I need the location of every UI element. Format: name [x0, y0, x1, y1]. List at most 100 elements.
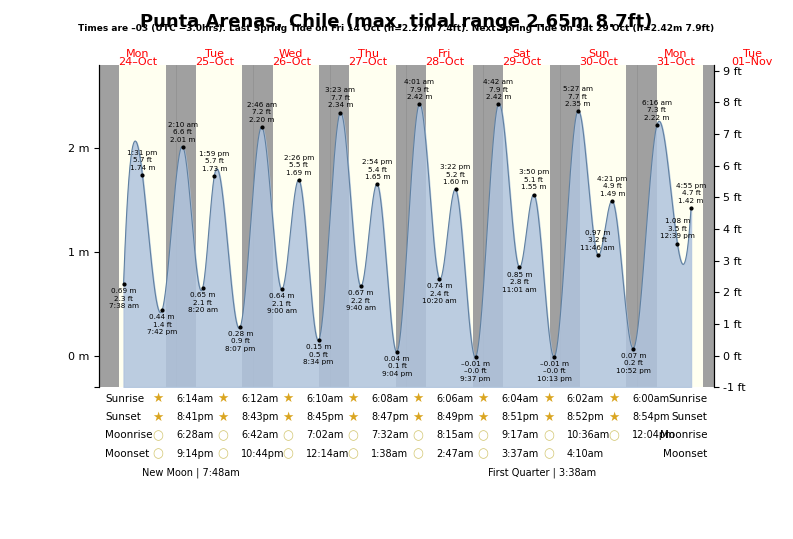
Text: 0.74 m
2.4 ft
10:20 am: 0.74 m 2.4 ft 10:20 am: [422, 283, 457, 304]
Text: 0.64 m
2.1 ft
9:00 am: 0.64 m 2.1 ft 9:00 am: [266, 293, 297, 314]
Text: 4:21 pm
4.9 ft
1.49 m: 4:21 pm 4.9 ft 1.49 m: [597, 176, 627, 197]
Text: 2:46 am
7.2 ft
2.20 m: 2:46 am 7.2 ft 2.20 m: [247, 102, 277, 123]
Text: Tue: Tue: [205, 50, 224, 59]
Text: ○: ○: [347, 429, 358, 442]
Text: 4:10am: 4:10am: [567, 449, 604, 459]
Text: 8:47pm: 8:47pm: [371, 412, 409, 422]
Text: ★: ★: [477, 411, 488, 424]
Text: 8:41pm: 8:41pm: [176, 412, 213, 422]
Text: Sunrise: Sunrise: [668, 393, 707, 404]
Text: 0.97 m
3.2 ft
11:46 am: 0.97 m 3.2 ft 11:46 am: [580, 230, 615, 251]
Bar: [166, 65, 176, 388]
Bar: [637, 65, 657, 388]
Bar: [330, 65, 350, 388]
Text: 3:23 am
7.7 ft
2.34 m: 3:23 am 7.7 ft 2.34 m: [325, 87, 355, 108]
Text: 8:51pm: 8:51pm: [502, 412, 539, 422]
Text: 31–Oct: 31–Oct: [656, 57, 695, 67]
Text: 2:10 am
6.6 ft
2.01 m: 2:10 am 6.6 ft 2.01 m: [168, 122, 198, 143]
Text: 8:49pm: 8:49pm: [436, 412, 474, 422]
Text: 27–Oct: 27–Oct: [348, 57, 388, 67]
Text: 0.85 m
2.8 ft
11:01 am: 0.85 m 2.8 ft 11:01 am: [502, 272, 537, 293]
Text: 2:26 pm
5.5 ft
1.69 m: 2:26 pm 5.5 ft 1.69 m: [284, 155, 314, 176]
Text: 4:01 am
7.9 ft
2.42 m: 4:01 am 7.9 ft 2.42 m: [404, 79, 435, 100]
Text: 8:52pm: 8:52pm: [567, 412, 604, 422]
Text: –0.01 m
–0.0 ft
9:37 pm: –0.01 m –0.0 ft 9:37 pm: [461, 361, 491, 382]
Text: Wed: Wed: [279, 50, 304, 59]
Text: 6:00am: 6:00am: [632, 393, 669, 404]
Text: ★: ★: [282, 411, 293, 424]
Text: ○: ○: [282, 429, 293, 442]
Text: 8:45pm: 8:45pm: [306, 412, 343, 422]
Text: 28–Oct: 28–Oct: [425, 57, 465, 67]
Text: ○: ○: [543, 429, 554, 442]
Text: ○: ○: [478, 447, 488, 460]
Text: ★: ★: [152, 392, 163, 405]
Text: Times are –03 (UTC −3.0hrs). Last Spring Tide on Fri 14 Oct (h=2.27m 7.4ft). Nex: Times are –03 (UTC −3.0hrs). Last Spring…: [79, 24, 714, 33]
Bar: [176, 65, 196, 388]
Text: ★: ★: [217, 392, 228, 405]
Text: 26–Oct: 26–Oct: [272, 57, 311, 67]
Text: 3:50 pm
5.1 ft
1.55 m: 3:50 pm 5.1 ft 1.55 m: [519, 169, 549, 190]
Text: ○: ○: [217, 447, 228, 460]
Text: 6:06am: 6:06am: [436, 393, 473, 404]
Text: 7:02am: 7:02am: [306, 431, 343, 440]
Text: Fri: Fri: [439, 50, 451, 59]
Bar: [780, 65, 791, 388]
Text: ★: ★: [347, 392, 358, 405]
Text: Moonrise: Moonrise: [660, 431, 707, 440]
Bar: [407, 65, 427, 388]
Text: 25–Oct: 25–Oct: [195, 57, 234, 67]
Text: 6:08am: 6:08am: [371, 393, 408, 404]
Text: 0.28 m
0.9 ft
8:07 pm: 0.28 m 0.9 ft 8:07 pm: [225, 331, 255, 352]
Text: 0.04 m
0.1 ft
9:04 pm: 0.04 m 0.1 ft 9:04 pm: [382, 356, 412, 377]
Text: 0.07 m
0.2 ft
10:52 pm: 0.07 m 0.2 ft 10:52 pm: [616, 353, 651, 374]
Text: Sunrise: Sunrise: [105, 393, 144, 404]
Text: 6:04am: 6:04am: [502, 393, 538, 404]
Text: 24–Oct: 24–Oct: [118, 57, 157, 67]
Text: 0.65 m
2.1 ft
8:20 am: 0.65 m 2.1 ft 8:20 am: [188, 292, 217, 313]
Bar: [253, 65, 273, 388]
Text: 4:55 pm
4.7 ft
1.42 m: 4:55 pm 4.7 ft 1.42 m: [676, 183, 706, 204]
Bar: [483, 65, 503, 388]
Text: ★: ★: [217, 411, 228, 424]
Text: 7:32am: 7:32am: [371, 431, 408, 440]
Bar: [99, 65, 119, 388]
Text: 2:54 pm
5.4 ft
1.65 m: 2:54 pm 5.4 ft 1.65 m: [362, 159, 393, 180]
Text: 6:02am: 6:02am: [567, 393, 604, 404]
Text: 0.67 m
2.2 ft
9:40 am: 0.67 m 2.2 ft 9:40 am: [346, 291, 376, 312]
Bar: [396, 65, 407, 388]
Bar: [320, 65, 330, 388]
Text: 12:14am: 12:14am: [306, 449, 350, 459]
Text: ○: ○: [217, 429, 228, 442]
Text: 30–Oct: 30–Oct: [579, 57, 618, 67]
Text: Mon: Mon: [664, 50, 687, 59]
Text: First Quarter | 3:38am: First Quarter | 3:38am: [488, 467, 596, 478]
Text: 3:37am: 3:37am: [502, 449, 539, 459]
Text: 2:47am: 2:47am: [436, 449, 474, 459]
Text: ★: ★: [477, 392, 488, 405]
Text: 0.69 m
2.3 ft
7:38 am: 0.69 m 2.3 ft 7:38 am: [109, 288, 139, 309]
Text: Tue: Tue: [742, 50, 761, 59]
Text: 4:42 am
7.9 ft
2.42 m: 4:42 am 7.9 ft 2.42 m: [483, 79, 513, 100]
Text: ★: ★: [608, 392, 619, 405]
Text: ○: ○: [152, 447, 163, 460]
Text: Thu: Thu: [358, 50, 378, 59]
Text: 8:15am: 8:15am: [436, 431, 473, 440]
Bar: [473, 65, 483, 388]
Text: ★: ★: [608, 411, 619, 424]
Text: 9:14pm: 9:14pm: [176, 449, 213, 459]
Text: Sunset: Sunset: [672, 412, 707, 422]
Text: Mon: Mon: [126, 50, 149, 59]
Text: ○: ○: [282, 447, 293, 460]
Bar: [550, 65, 560, 388]
Text: 5:27 am
7.7 ft
2.35 m: 5:27 am 7.7 ft 2.35 m: [562, 86, 592, 107]
Text: New Moon | 7:48am: New Moon | 7:48am: [143, 467, 240, 478]
Text: ★: ★: [542, 392, 554, 405]
Text: 6:10am: 6:10am: [306, 393, 343, 404]
Text: 12:04pm: 12:04pm: [632, 431, 676, 440]
Bar: [243, 65, 253, 388]
Bar: [703, 65, 714, 388]
Text: 6:28am: 6:28am: [176, 431, 213, 440]
Text: 0.44 m
1.4 ft
7:42 pm: 0.44 m 1.4 ft 7:42 pm: [147, 314, 178, 335]
Text: ○: ○: [412, 429, 423, 442]
